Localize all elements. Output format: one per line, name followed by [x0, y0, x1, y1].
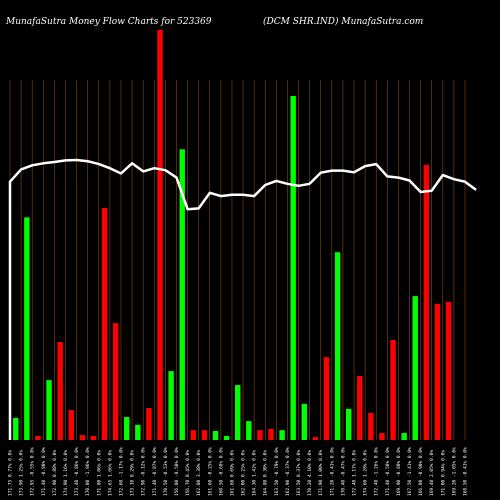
x-tick-label: 174.90 1.16% 0.0% — [63, 450, 69, 496]
x-tick-label: 172.90 0.88% 0.0% — [52, 450, 58, 496]
flow-bar-down — [423, 164, 430, 440]
x-tick-label: 170.50 -0.53% 0.0% — [163, 447, 169, 496]
x-tick-label: 171.90 1.00% 0.0% — [318, 450, 324, 496]
flow-bar-down — [257, 430, 263, 440]
x-tick-label: 172.95 -0.55% 0.0% — [30, 447, 36, 496]
x-tick-label: 156.00 -8.50% 0.0% — [174, 447, 180, 496]
flow-bar-down — [379, 433, 385, 440]
x-tick-label: 171.40 -0.87% 0.0% — [152, 447, 158, 496]
bar-layer — [13, 30, 452, 440]
flow-bar-up — [301, 403, 307, 440]
tick-label-layer: 171.75 0.77% 0.0% 173.90 1.25% 0.0% 172.95… — [8, 447, 469, 496]
x-tick-label: 169.40 2.05% 0.0% — [429, 450, 435, 496]
x-tick-label: 160.50 -0.68% 0.0% — [218, 447, 224, 496]
flow-bar-down — [323, 357, 330, 440]
x-tick-label: 167.50 -1.41% 0.0% — [407, 447, 413, 496]
flow-bar-up — [345, 408, 352, 440]
x-tick-label: 173.40 -0.86% 0.0% — [74, 447, 80, 496]
flow-bar-down — [368, 412, 374, 440]
flow-bar-down — [434, 303, 441, 440]
x-tick-label: 162.90 -0.37% 0.0% — [285, 447, 291, 496]
x-tick-label: 172.90 -0.12% 0.0% — [141, 447, 147, 496]
flow-bar-down — [57, 342, 63, 440]
x-tick-label: 162.00 3.38% 0.0% — [196, 450, 202, 496]
flow-bar-up — [412, 296, 418, 440]
x-tick-label: 163.50 0.37% 0.0% — [296, 450, 302, 496]
x-tick-label: 156.70 0.45% 0.0% — [185, 450, 191, 496]
flow-bar-down — [190, 430, 197, 440]
x-tick-label: 171.80 1.06% 0.0% — [96, 450, 102, 496]
flow-bar-up — [46, 380, 52, 440]
flow-bar-down — [79, 435, 86, 440]
flow-bar-up — [290, 96, 296, 440]
x-tick-label: 170.40 -0.47% 0.0% — [340, 447, 346, 496]
x-tick-label: 170.20 4.10% 0.0% — [307, 450, 313, 496]
x-tick-label: 171.20 -0.41% 0.0% — [329, 447, 335, 496]
x-tick-label: 162.00 0.25% 0.0% — [241, 450, 247, 496]
x-tick-label: 164.80 0.30% 0.0% — [263, 450, 269, 496]
x-tick-label: 161.60 -0.25% 0.0% — [207, 447, 213, 496]
x-tick-label: 174.60 1.28% 0.0% — [363, 450, 369, 496]
x-tick-label: 174.65 1.66% 0.0% — [107, 450, 113, 496]
flow-bar-up — [135, 424, 141, 440]
flow-bar-up — [179, 149, 185, 440]
grid-layer — [9, 80, 466, 440]
x-tick-label: 161.60 0.69% 0.0% — [229, 450, 235, 496]
flow-bar-down — [312, 437, 319, 440]
flow-bar-up — [124, 417, 130, 440]
x-tick-label: 172.40 -1.26% 0.0% — [374, 447, 380, 496]
flow-bar-down — [146, 408, 152, 440]
flow-bar-up — [212, 430, 219, 440]
flow-bar-down — [201, 430, 208, 440]
flow-bar-up — [24, 217, 30, 440]
x-tick-label: 166.00 -0.90% 0.0% — [418, 447, 424, 496]
flow-bar-down — [68, 410, 74, 440]
flow-bar-up — [334, 252, 341, 440]
flow-bar-down — [357, 376, 363, 440]
chart-title-left: MunafaSutra Money Flow Charts for 523369 — [5, 17, 212, 27]
money-flow-line — [8, 158, 477, 440]
x-tick-label: 171.75 0.77% 0.0% — [8, 450, 14, 496]
flow-bar-down — [101, 207, 108, 440]
flow-bar-down — [390, 339, 396, 440]
flow-bar-up — [279, 430, 285, 440]
x-tick-label: 171.00 0.94% 0.0% — [440, 450, 446, 496]
chart-title-right: (DCM SHR.IND) MunafaSutra.com — [263, 16, 423, 27]
flow-bar-down — [112, 323, 119, 440]
x-tick-label: 163.50 -0.79% 0.0% — [274, 447, 280, 496]
flow-bar-down — [268, 428, 274, 440]
flow-bar-down — [35, 435, 41, 440]
x-tick-label: 171.40 -0.58% 0.0% — [385, 447, 391, 496]
flow-bar-up — [13, 417, 19, 440]
flow-bar-down — [157, 30, 163, 440]
flow-bar-up — [168, 371, 174, 440]
flow-bar-down — [445, 301, 452, 440]
x-tick-label: 169.20 -1.05% 0.0% — [451, 447, 457, 496]
flow-bar-up — [246, 421, 252, 440]
x-tick-label: 172.40 1.17% 0.0% — [352, 450, 358, 496]
flow-bar-up — [223, 435, 230, 440]
flow-bar-down — [90, 435, 97, 440]
x-tick-label: 170.00 -1.96% 0.0% — [85, 447, 91, 496]
flow-bar-up — [401, 433, 407, 440]
x-tick-label: 164.30 1.42% 0.0% — [252, 450, 258, 496]
x-tick-label: 169.90 -0.88% 0.0% — [396, 447, 402, 496]
x-tick-label: 171.40 -0.90% 0.0% — [41, 447, 47, 496]
flow-bar-up — [235, 385, 241, 440]
x-tick-label: 168.50 -0.41% 0.0% — [463, 447, 469, 496]
x-tick-label: 173.10 0.29% 0.0% — [130, 450, 136, 496]
x-tick-label: 172.60 -1.17% 0.0% — [118, 447, 124, 496]
x-tick-label: 173.90 1.25% 0.0% — [19, 450, 25, 496]
